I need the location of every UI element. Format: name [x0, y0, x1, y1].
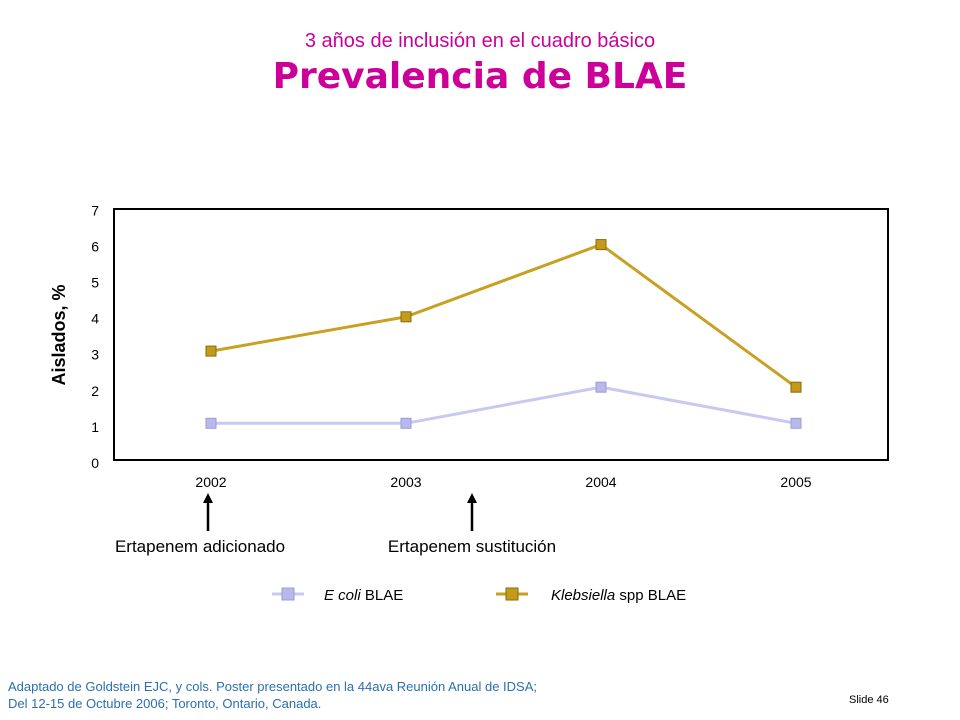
plot-frame — [113, 208, 889, 461]
svg-text:E coli BLAE: E coli BLAE — [324, 587, 403, 604]
legend-item-klebsiella: Klebsiella spp BLAE — [496, 587, 686, 604]
legend-label-ecoli-italic: E coli — [324, 587, 361, 604]
series-point — [400, 311, 412, 323]
chart: Aislados, % 0 1 2 3 4 5 6 7 2002 2003 2004 2005 Er… — [49, 202, 889, 604]
annotation-adicionado: Ertapenem adicionado — [115, 537, 285, 556]
y-tick-label: 1 — [91, 419, 99, 435]
series-point — [595, 381, 607, 393]
source-line-1: Adaptado de Goldstein EJC, y cols. Poste… — [8, 679, 538, 694]
annotation-arrow-adicionado — [203, 493, 213, 531]
series-point — [790, 417, 802, 429]
legend-item-ecoli: E coli BLAE — [272, 587, 403, 604]
y-tick-label: 0 — [91, 455, 99, 471]
legend-label-ecoli-rest: BLAE — [361, 587, 404, 604]
annotation-arrow-sustitucion — [467, 493, 477, 531]
page-title: Prevalencia de BLAE — [272, 56, 688, 97]
source-note: Adaptado de Goldstein EJC, y cols. Poste… — [8, 678, 537, 712]
y-tick-label: 2 — [91, 383, 99, 399]
y-axis-label: Aislados, % — [49, 284, 69, 385]
x-tick-label: 2005 — [780, 474, 811, 490]
source-line-2: Del 12-15 de Octubre 2006; Toronto, Onta… — [8, 696, 322, 711]
legend-label-klebsiella-rest: spp BLAE — [615, 587, 686, 604]
y-tick-label: 5 — [91, 275, 99, 291]
series-point — [205, 417, 217, 429]
legend: E coli BLAE Klebsiella spp BLAE — [272, 587, 686, 604]
svg-text:Klebsiella spp BLAE: Klebsiella spp BLAE — [551, 587, 686, 604]
y-tick-label: 6 — [91, 238, 99, 254]
series-line — [211, 385, 797, 425]
subtitle: 3 años de inclusión en el cuadro básico — [304, 30, 656, 52]
legend-label-klebsiella-italic: Klebsiella — [551, 587, 615, 604]
annotation-sustitucion: Ertapenem sustitución — [388, 537, 556, 556]
series-point — [400, 417, 412, 429]
x-tick-label: 2003 — [390, 474, 421, 490]
series-line — [210, 242, 797, 389]
series-point — [790, 381, 802, 393]
x-tick-label: 2002 — [195, 474, 226, 490]
y-tick-label: 7 — [91, 202, 99, 218]
slide-number: Slide 46 — [849, 694, 889, 706]
y-tick-label: 4 — [91, 311, 99, 327]
x-tick-label: 2004 — [585, 474, 616, 490]
y-tick-label: 3 — [91, 347, 99, 363]
series-point — [205, 345, 217, 357]
series-point — [595, 239, 607, 251]
